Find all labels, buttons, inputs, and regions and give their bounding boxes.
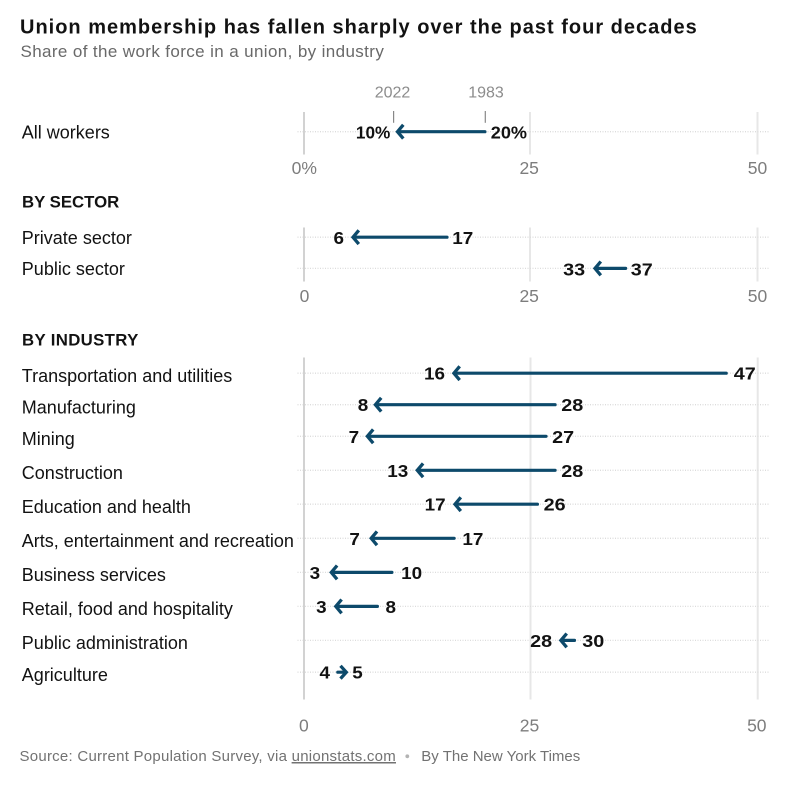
svg-text:50: 50 (747, 716, 767, 736)
svg-text:17: 17 (425, 495, 446, 515)
svg-text:30: 30 (582, 631, 604, 651)
svg-text:7: 7 (349, 427, 360, 447)
svg-text:Private sector: Private sector (22, 228, 132, 248)
svg-text:Construction: Construction (22, 463, 123, 483)
svg-text:7: 7 (349, 529, 360, 549)
svg-text:17: 17 (462, 529, 483, 549)
svg-text:BY INDUSTRY: BY INDUSTRY (22, 330, 139, 349)
svg-text:26: 26 (544, 495, 566, 515)
svg-text:17: 17 (452, 228, 473, 248)
svg-text:0: 0 (300, 286, 310, 306)
svg-text:Agriculture: Agriculture (22, 665, 108, 685)
svg-text:28: 28 (530, 631, 552, 651)
svg-text:Business services: Business services (22, 565, 166, 585)
svg-text:Retail, food and hospitality: Retail, food and hospitality (22, 599, 233, 619)
svg-text:28: 28 (561, 395, 583, 415)
svg-text:0%: 0% (292, 158, 317, 178)
svg-text:33: 33 (563, 259, 585, 279)
svg-text:47: 47 (734, 364, 756, 384)
svg-text:8: 8 (358, 395, 369, 415)
svg-text:Source: Current Population Sur: Source: Current Population Survey, via u… (20, 748, 397, 765)
svg-text:37: 37 (631, 259, 653, 279)
svg-text:5: 5 (352, 663, 363, 683)
svg-text:Arts, entertainment and recrea: Arts, entertainment and recreation (22, 531, 294, 551)
svg-text:10%: 10% (356, 123, 391, 143)
svg-text:BY SECTOR: BY SECTOR (22, 192, 119, 211)
svg-text:27: 27 (552, 427, 574, 447)
svg-text:25: 25 (519, 158, 538, 178)
svg-text:25: 25 (519, 286, 538, 306)
svg-text:28: 28 (561, 461, 583, 481)
svg-text:All workers: All workers (22, 123, 110, 143)
svg-text:Transportation and utilities: Transportation and utilities (22, 366, 232, 386)
svg-text:Public sector: Public sector (22, 259, 125, 279)
svg-text:13: 13 (387, 461, 408, 481)
svg-text:50: 50 (748, 158, 768, 178)
svg-text:Manufacturing: Manufacturing (22, 397, 136, 417)
svg-text:Share of the work force in a u: Share of the work force in a union, by i… (21, 42, 385, 61)
svg-text:50: 50 (748, 286, 768, 306)
svg-text:1983: 1983 (468, 84, 504, 101)
svg-text:4: 4 (320, 663, 331, 683)
svg-text:2022: 2022 (375, 84, 411, 101)
svg-text:6: 6 (334, 228, 345, 248)
svg-text:0: 0 (299, 716, 309, 736)
svg-text:3: 3 (310, 563, 321, 583)
svg-text:Union membership has fallen sh: Union membership has fallen sharply over… (20, 17, 698, 39)
svg-text:3: 3 (316, 597, 327, 617)
svg-text:16: 16 (424, 364, 445, 384)
svg-text:20%: 20% (491, 123, 528, 143)
svg-text:10: 10 (401, 563, 422, 583)
svg-text:Education and health: Education and health (22, 497, 191, 517)
svg-text:25: 25 (520, 716, 539, 736)
svg-text:8: 8 (386, 597, 397, 617)
svg-text:By The New York Times: By The New York Times (421, 748, 580, 765)
svg-text:Mining: Mining (22, 429, 75, 449)
svg-text:Public administration: Public administration (22, 633, 188, 653)
